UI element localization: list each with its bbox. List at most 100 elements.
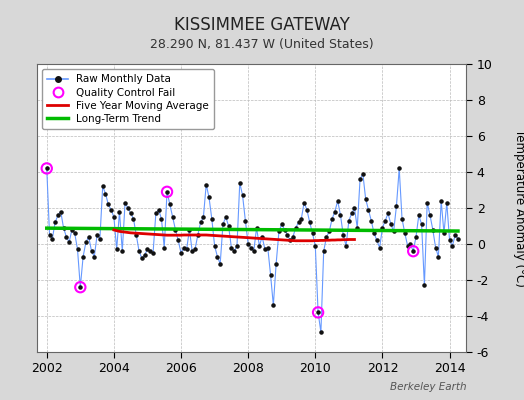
Point bbox=[227, 244, 236, 251]
Point bbox=[174, 237, 182, 244]
Point bbox=[101, 190, 110, 197]
Point bbox=[180, 244, 188, 251]
Point bbox=[213, 254, 222, 260]
Point bbox=[54, 212, 62, 218]
Point bbox=[99, 183, 107, 190]
Point bbox=[42, 165, 51, 172]
Point bbox=[451, 232, 460, 238]
Text: Berkeley Earth: Berkeley Earth bbox=[390, 382, 466, 392]
Point bbox=[205, 194, 213, 200]
Point bbox=[406, 241, 414, 247]
Point bbox=[143, 246, 151, 253]
Point bbox=[420, 282, 429, 289]
Point bbox=[389, 228, 398, 234]
Point bbox=[191, 246, 199, 253]
Point bbox=[57, 208, 65, 215]
Point bbox=[392, 203, 401, 210]
Point bbox=[414, 212, 423, 218]
Point bbox=[62, 234, 71, 240]
Point bbox=[157, 216, 166, 222]
Point bbox=[345, 218, 353, 224]
Point bbox=[440, 230, 448, 236]
Point bbox=[65, 239, 73, 245]
Point bbox=[378, 225, 387, 231]
Point bbox=[289, 234, 297, 240]
Point bbox=[387, 221, 395, 227]
Point bbox=[294, 219, 303, 226]
Point bbox=[208, 216, 216, 222]
Point bbox=[437, 198, 445, 204]
Point bbox=[149, 250, 157, 256]
Point bbox=[297, 216, 305, 222]
Point bbox=[185, 226, 193, 233]
Point bbox=[316, 329, 325, 335]
Point bbox=[71, 230, 79, 236]
Point bbox=[409, 248, 418, 254]
Point bbox=[339, 232, 347, 238]
Point bbox=[121, 199, 129, 206]
Point bbox=[224, 223, 233, 229]
Point bbox=[48, 235, 57, 242]
Point bbox=[59, 225, 68, 231]
Point bbox=[196, 219, 205, 226]
Point bbox=[376, 244, 384, 251]
Point bbox=[124, 205, 132, 211]
Point bbox=[454, 235, 462, 242]
Point bbox=[331, 208, 339, 215]
Point bbox=[107, 206, 115, 213]
Point bbox=[423, 199, 431, 206]
Point bbox=[266, 271, 275, 278]
Point bbox=[443, 199, 451, 206]
Point bbox=[322, 234, 331, 240]
Point bbox=[320, 248, 328, 254]
Point bbox=[42, 165, 51, 172]
Point bbox=[84, 234, 93, 240]
Point bbox=[275, 228, 283, 234]
Point bbox=[104, 201, 113, 208]
Point bbox=[311, 242, 320, 249]
Point bbox=[448, 242, 456, 249]
Point bbox=[403, 242, 412, 249]
Point bbox=[300, 199, 308, 206]
Point bbox=[373, 237, 381, 244]
Point bbox=[255, 242, 264, 249]
Point bbox=[286, 237, 294, 244]
Point bbox=[88, 248, 96, 254]
Point bbox=[73, 246, 82, 253]
Point bbox=[193, 232, 202, 238]
Point bbox=[247, 244, 255, 251]
Point bbox=[409, 248, 418, 254]
Point bbox=[353, 225, 362, 231]
Point bbox=[381, 218, 389, 224]
Point bbox=[177, 250, 185, 256]
Point bbox=[253, 225, 261, 231]
Point bbox=[264, 244, 272, 251]
Point bbox=[249, 248, 258, 254]
Point bbox=[401, 230, 409, 236]
Point bbox=[236, 180, 244, 186]
Point bbox=[110, 214, 118, 220]
Point bbox=[347, 210, 356, 217]
Text: KISSIMMEE GATEWAY: KISSIMMEE GATEWAY bbox=[174, 16, 350, 34]
Point bbox=[238, 192, 247, 199]
Point bbox=[188, 248, 196, 254]
Point bbox=[384, 210, 392, 217]
Point bbox=[96, 235, 104, 242]
Point bbox=[155, 206, 163, 213]
Point bbox=[163, 189, 171, 195]
Point bbox=[325, 228, 333, 234]
Point bbox=[126, 210, 135, 217]
Point bbox=[82, 239, 90, 245]
Point bbox=[135, 248, 143, 254]
Point bbox=[364, 206, 373, 213]
Point bbox=[211, 242, 219, 249]
Point bbox=[308, 230, 316, 236]
Point bbox=[151, 210, 160, 217]
Point bbox=[171, 226, 180, 233]
Point bbox=[113, 246, 121, 253]
Y-axis label: Temperature Anomaly (°C): Temperature Anomaly (°C) bbox=[514, 129, 524, 287]
Point bbox=[230, 248, 238, 254]
Point bbox=[118, 248, 126, 254]
Point bbox=[303, 206, 311, 213]
Point bbox=[314, 309, 322, 316]
